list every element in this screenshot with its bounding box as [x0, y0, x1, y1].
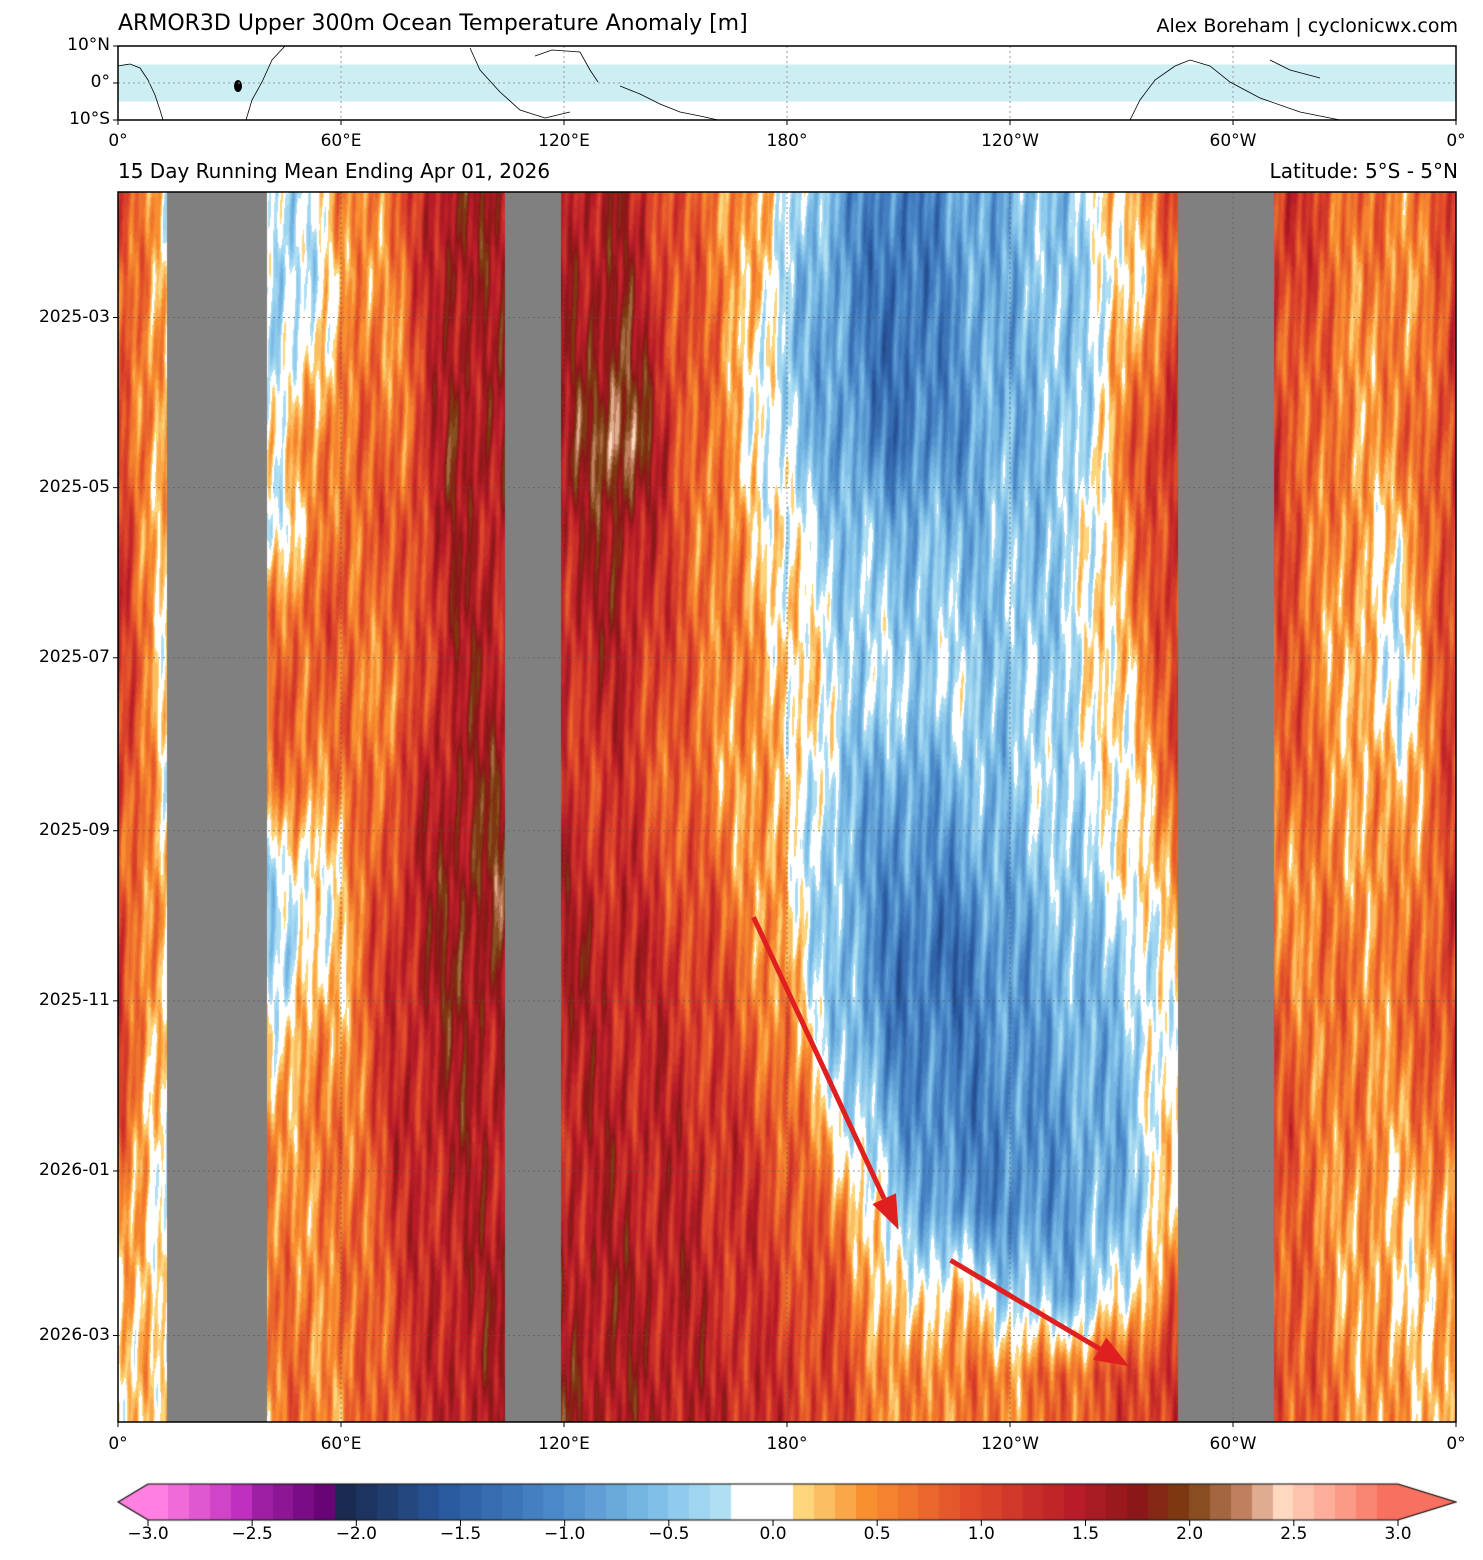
colorbar-tick-label: −0.5 — [648, 1524, 690, 1544]
latitude-label: Latitude: 5°S - 5°N — [1269, 159, 1458, 183]
map-y-tick-label: 10°N — [67, 35, 110, 55]
y-tick-label: 2026-01 — [38, 1159, 110, 1180]
coastline — [619, 85, 719, 121]
coastline — [469, 47, 571, 119]
colorbar-tick-label: 3.0 — [1384, 1524, 1412, 1544]
coastline — [245, 45, 286, 121]
x-tick-label: 120°W — [981, 1434, 1039, 1454]
colorbar-tick-label: −2.0 — [335, 1524, 377, 1544]
y-tick-label: 2025-11 — [38, 989, 110, 1010]
y-tick-label: 2025-07 — [38, 646, 110, 667]
coastline — [117, 63, 164, 121]
map-x-tick-label: 0° — [1446, 131, 1466, 151]
coastline — [534, 49, 599, 83]
map-x-tick-label: 120°W — [981, 131, 1039, 151]
map-y-tick-label: 10°S — [69, 109, 110, 129]
colorbar-tick-label: 1.0 — [967, 1524, 995, 1544]
x-tick-label: 60°E — [320, 1434, 362, 1454]
colorbar-tick-label: −2.5 — [231, 1524, 273, 1544]
x-tick-label: 0° — [108, 1434, 128, 1454]
map-y-tick-label: 0° — [90, 72, 110, 92]
colorbar-tick-label: 2.5 — [1280, 1524, 1308, 1544]
colorbar-tick-label: 1.5 — [1071, 1524, 1100, 1544]
annotation-arrow-head — [872, 1193, 899, 1230]
annotation-arrow-head — [1093, 1337, 1129, 1367]
x-tick-label: 0° — [1446, 1434, 1466, 1454]
coastline — [1129, 59, 1341, 121]
colorbar-tick-label: 0.5 — [863, 1524, 891, 1544]
x-tick-label: 180° — [766, 1434, 808, 1454]
map-x-tick-label: 120°E — [538, 131, 590, 151]
map-x-tick-label: 180° — [766, 131, 808, 151]
map-x-tick-label: 60°W — [1209, 131, 1257, 151]
plot-frame — [117, 191, 1457, 1423]
map-x-tick-label: 0° — [108, 131, 128, 151]
chart-subtitle: 15 Day Running Mean Ending Apr 01, 2026 — [118, 159, 551, 183]
x-tick-label: 60°W — [1209, 1434, 1257, 1454]
credit-text: Alex Boreham | cyclonicwx.com — [1156, 15, 1458, 37]
chart-title: ARMOR3D Upper 300m Ocean Temperature Ano… — [118, 11, 748, 36]
colorbar-tick-label: 2.0 — [1176, 1524, 1204, 1544]
y-tick-label: 2025-09 — [38, 819, 110, 840]
annotation-arrow-shaft — [949, 1258, 1101, 1352]
annotation-arrow-shaft — [751, 916, 887, 1200]
x-tick-label: 120°E — [538, 1434, 590, 1454]
y-tick-label: 2025-03 — [38, 306, 110, 327]
island-madagascar — [234, 80, 242, 92]
colorbar — [117, 1482, 1457, 1522]
colorbar-tick-label: −3.0 — [127, 1524, 169, 1544]
colorbar-tick-label: 0.0 — [759, 1524, 787, 1544]
coastline — [1269, 59, 1321, 79]
map-x-tick-label: 60°E — [320, 131, 362, 151]
y-tick-label: 2025-05 — [38, 476, 110, 497]
colorbar-tick-label: −1.5 — [439, 1524, 482, 1544]
colorbar-tick-label: −1.0 — [544, 1524, 586, 1544]
y-tick-label: 2026-03 — [38, 1324, 110, 1345]
